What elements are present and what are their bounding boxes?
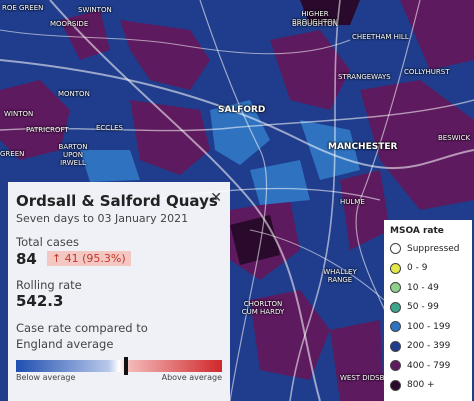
place-label: COLLYHURST bbox=[404, 68, 450, 76]
change-badge: ↑ 41 (95.3%) bbox=[46, 251, 131, 266]
legend-item: 0 - 9 bbox=[390, 259, 466, 279]
total-label: Total cases bbox=[16, 235, 79, 249]
legend-item: Suppressed bbox=[390, 239, 466, 259]
legend-swatch bbox=[390, 262, 401, 274]
place-label: ROE GREEN bbox=[2, 4, 44, 12]
place-label: CHORLTON CUM HARDY bbox=[241, 300, 285, 316]
legend-swatch bbox=[390, 282, 401, 294]
legend-label: 200 - 399 bbox=[407, 341, 451, 352]
legend-title: MSOA rate bbox=[390, 226, 444, 236]
rate-label: Rolling rate bbox=[16, 278, 82, 292]
area-fill bbox=[80, 100, 360, 205]
legend-item: 50 - 99 bbox=[390, 298, 466, 318]
place-label: HIGHER BROUGHTON bbox=[291, 10, 338, 26]
compare-gradient bbox=[16, 357, 222, 375]
place-label: WEST DIDSB bbox=[340, 374, 385, 382]
legend-item: 400 - 799 bbox=[390, 356, 466, 376]
popup-title: Ordsall & Salford Quays bbox=[16, 192, 218, 210]
place-label: SWINTON bbox=[78, 6, 112, 14]
legend-item: 10 - 49 bbox=[390, 278, 466, 298]
compare-marker bbox=[124, 357, 128, 375]
legend-label: Suppressed bbox=[407, 243, 460, 254]
place-label: MOORSIDE bbox=[50, 20, 89, 28]
place-label: WINTON bbox=[4, 110, 34, 118]
legend-label: 100 - 199 bbox=[407, 321, 451, 332]
legend-swatch bbox=[390, 321, 401, 333]
place-label: BROUGHTON bbox=[292, 20, 339, 28]
total-value: 84 bbox=[16, 250, 37, 268]
close-button[interactable]: ✕ bbox=[210, 190, 222, 206]
place-label: WHALLEY RANGE bbox=[323, 268, 357, 284]
legend-label: 0 - 9 bbox=[407, 263, 428, 274]
legend-label: 10 - 49 bbox=[407, 282, 439, 293]
place-label: SALFORD bbox=[218, 105, 266, 115]
legend-item: 200 - 399 bbox=[390, 337, 466, 357]
legend-item: 800 + bbox=[390, 376, 466, 396]
place-label: PATRICROFT bbox=[26, 126, 69, 134]
legend-swatch bbox=[390, 379, 401, 391]
legend-swatch bbox=[390, 301, 401, 313]
popup-subtitle: Seven days to 03 January 2021 bbox=[16, 212, 189, 225]
place-label: STRANGEWAYS bbox=[338, 73, 391, 81]
legend-item: 100 - 199 bbox=[390, 317, 466, 337]
legend-label: 800 + bbox=[407, 380, 435, 391]
legend-items: Suppressed 0 - 9 10 - 49 50 - 99 100 - 199 20… bbox=[390, 239, 466, 395]
place-label: ECCLES bbox=[96, 124, 123, 132]
rate-value: 542.3 bbox=[16, 292, 64, 310]
legend-label: 400 - 799 bbox=[407, 360, 451, 371]
place-label: HULME bbox=[340, 198, 365, 206]
place-label: BESWICK bbox=[438, 134, 471, 142]
legend-swatch bbox=[390, 340, 401, 352]
area-fill bbox=[230, 0, 360, 265]
place-label: BARTON UPON IRWELL bbox=[58, 143, 88, 167]
legend-swatch bbox=[390, 243, 401, 255]
compare-label: Case rate compared to England average bbox=[16, 321, 148, 351]
place-label: MONTON bbox=[58, 90, 90, 98]
place-label: GREEN bbox=[0, 150, 25, 158]
place-label: CHEETHAM HILL bbox=[352, 33, 409, 41]
legend-swatch bbox=[390, 360, 401, 372]
legend-label: 50 - 99 bbox=[407, 302, 439, 313]
above-label: Above average bbox=[161, 373, 222, 382]
area-popup: Ordsall & Salford Quays Seven days to 03… bbox=[8, 182, 230, 401]
place-label: MANCHESTER bbox=[328, 142, 398, 152]
legend: MSOA rate Suppressed 0 - 9 10 - 49 50 - 99 1… bbox=[384, 220, 472, 401]
below-label: Below average bbox=[16, 373, 76, 382]
